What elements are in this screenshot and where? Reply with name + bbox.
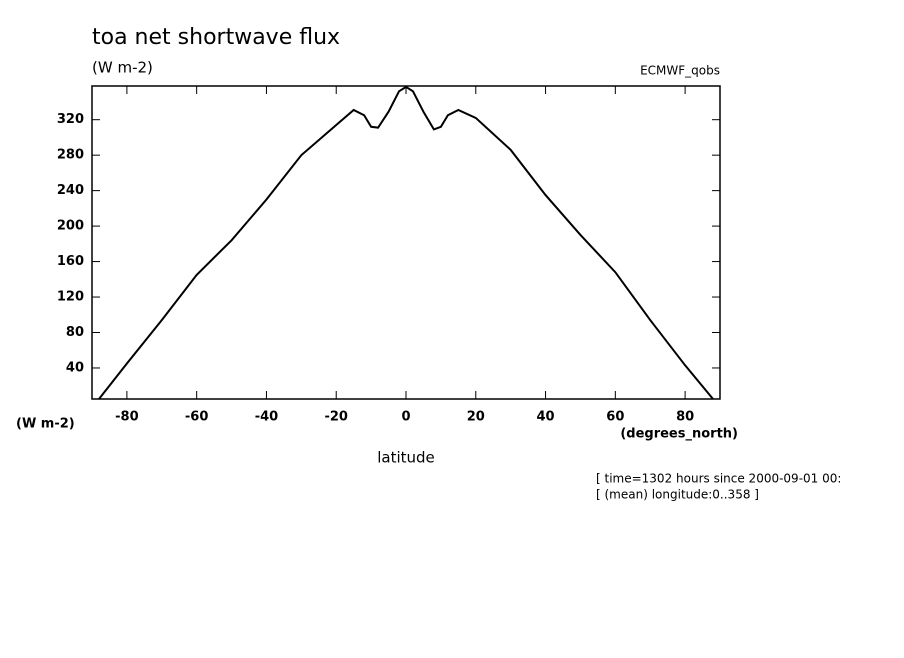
x-units: (degrees_north) (620, 427, 738, 442)
line (98, 85, 714, 400)
y-tick-label: 240 (57, 183, 84, 198)
y-tick-label: 160 (57, 254, 84, 269)
x-tick-label: -20 (324, 410, 348, 425)
x-tick-label: 80 (676, 410, 694, 425)
x-tick-label: -80 (115, 410, 139, 425)
y-tick-label: 40 (66, 360, 84, 375)
y-axis-label: (W m-2) (16, 417, 75, 432)
source: ECMWF_qobs (640, 64, 720, 78)
y-tick-label: 280 (57, 148, 84, 163)
x-tick-label: 60 (606, 410, 624, 425)
y-tick-label: 80 (66, 325, 84, 340)
x-axis-label: latitude (377, 449, 435, 467)
y-tick-label: 320 (57, 112, 84, 127)
units: (W m-2) (92, 59, 153, 77)
x-tick-label: -40 (255, 410, 279, 425)
x-tick-label: 20 (467, 410, 485, 425)
y-tick-label: 120 (57, 290, 84, 305)
y-tick-label: 200 (57, 219, 84, 234)
note: [ (mean) longitude:0..358 ] (596, 488, 759, 502)
x-tick-label: 40 (537, 410, 555, 425)
note: [ time=1302 hours since 2000-09-01 00: (596, 472, 841, 486)
x-tick-label: -60 (185, 410, 209, 425)
x-tick-label: 0 (401, 410, 410, 425)
plot-frame (91, 85, 721, 400)
chart-title: toa net shortwave flux (92, 25, 340, 50)
